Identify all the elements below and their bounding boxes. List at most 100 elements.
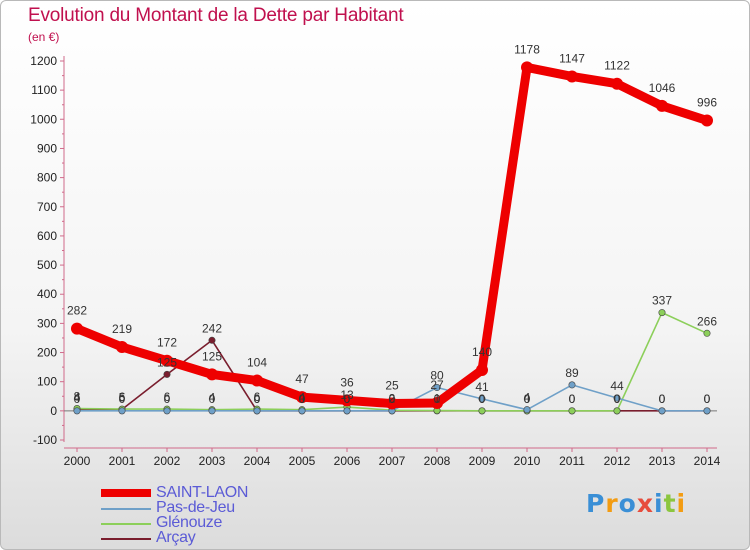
data-label: 47 — [295, 372, 309, 386]
data-point — [116, 340, 128, 353]
data-label: 0 — [614, 392, 621, 406]
data-label: 0 — [209, 392, 216, 406]
data-point — [703, 329, 711, 337]
data-label: 6 — [164, 390, 171, 404]
y-tick-label: 1200 — [30, 54, 57, 68]
x-tick-label: 2003 — [199, 454, 226, 468]
x-tick-label: 2009 — [469, 454, 496, 468]
data-label: 5 — [119, 390, 126, 404]
y-unit-label: (en €) — [28, 30, 60, 44]
data-point — [253, 407, 261, 415]
data-label: 89 — [565, 366, 579, 380]
data-label: 1178 — [514, 42, 540, 56]
data-label: 6 — [119, 390, 126, 404]
data-label: 25 — [385, 379, 399, 393]
y-tick-label: 800 — [37, 171, 57, 185]
data-point — [703, 407, 711, 415]
data-point — [613, 407, 621, 415]
x-tick-label: 2012 — [604, 454, 631, 468]
data-label: 0 — [524, 392, 531, 406]
data-point — [431, 396, 443, 409]
data-point — [613, 394, 621, 402]
legend-swatch-saint-laon — [101, 489, 151, 497]
x-tick-label: 2010 — [514, 454, 541, 468]
data-label: 0 — [659, 392, 666, 406]
data-label: 172 — [157, 336, 177, 350]
logo-letter: i — [676, 489, 687, 518]
data-label: 1122 — [604, 59, 630, 73]
data-label: 0 — [389, 392, 396, 406]
x-tick-label: 2013 — [649, 454, 676, 468]
data-label: 0 — [254, 392, 261, 406]
data-label: 0 — [344, 392, 351, 406]
x-tick-label: 2007 — [379, 454, 406, 468]
data-label: 6 — [254, 390, 261, 404]
data-point — [206, 368, 218, 381]
data-label: 4 — [299, 391, 306, 405]
data-label: 140 — [472, 345, 492, 359]
data-label: 36 — [340, 375, 354, 389]
data-point — [118, 407, 126, 415]
data-label: 0 — [164, 392, 171, 406]
data-point — [73, 407, 81, 415]
logo-letter: x — [636, 489, 654, 518]
data-label: 125 — [202, 349, 222, 363]
data-point — [476, 364, 488, 377]
data-label: 1147 — [559, 51, 585, 65]
data-point — [163, 407, 171, 415]
data-point — [568, 381, 576, 389]
data-label: 13 — [340, 388, 354, 402]
data-label: 44 — [610, 379, 624, 393]
data-label: 266 — [697, 314, 717, 328]
x-tick-label: 2004 — [244, 454, 271, 468]
data-label: 996 — [697, 95, 717, 109]
y-tick-label: 700 — [37, 200, 57, 214]
chart-title: Evolution du Montant de la Dette par Hab… — [28, 5, 404, 26]
data-label: 0 — [524, 392, 531, 406]
logo-letter: i — [654, 489, 664, 518]
data-label: 4 — [74, 391, 81, 405]
y-tick-label: 100 — [37, 375, 57, 389]
x-tick-label: 2005 — [289, 454, 316, 468]
x-tick-label: 2014 — [694, 454, 721, 468]
series-line — [72, 62, 712, 409]
data-label: 4 — [209, 391, 216, 405]
data-label: 0 — [569, 392, 576, 406]
data-label: 0 — [299, 392, 306, 406]
data-point — [566, 70, 578, 83]
data-point — [251, 374, 263, 387]
data-point — [658, 407, 666, 415]
data-label: 0 — [119, 392, 126, 406]
logo-letter: P — [586, 489, 606, 518]
legend-label-arcay: Arçay — [156, 529, 196, 546]
legend-item-glenouze: Glénouze — [101, 515, 401, 531]
data-point — [433, 384, 441, 392]
data-label: 0 — [569, 392, 576, 406]
x-tick-label: 2002 — [154, 454, 181, 468]
y-tick-label: 900 — [37, 141, 57, 155]
data-point — [208, 336, 216, 344]
data-label: 0 — [74, 392, 81, 406]
data-point — [386, 397, 398, 410]
y-tick-label: 300 — [37, 316, 57, 330]
data-label: 0 — [254, 392, 261, 406]
data-point — [523, 406, 531, 414]
data-label: 282 — [67, 304, 87, 318]
x-tick-label: 2006 — [334, 454, 361, 468]
data-point — [701, 114, 713, 127]
legend-swatch-pas-de-jeu — [101, 508, 151, 510]
data-point — [658, 309, 666, 317]
data-label: 0 — [479, 392, 486, 406]
data-label: 337 — [652, 294, 672, 308]
logo-letter: r — [605, 489, 619, 518]
legend-label-saint-laon: SAINT-LAON — [156, 484, 249, 501]
data-label: 0 — [299, 392, 306, 406]
x-tick-label: 2000 — [64, 454, 91, 468]
data-label: 4 — [524, 391, 531, 405]
logo-letter: t — [663, 489, 677, 518]
data-point — [478, 395, 486, 403]
x-tick-label: 2008 — [424, 454, 451, 468]
data-point — [568, 407, 576, 415]
data-label: 2 — [389, 391, 396, 405]
